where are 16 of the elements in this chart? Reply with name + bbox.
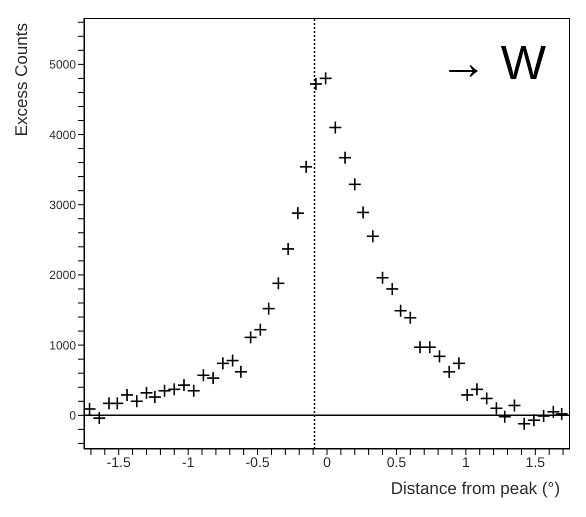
y-axis-title: Excess Counts (12, 23, 32, 136)
y-tick-label: 5000 (49, 58, 76, 72)
annotation: → W (439, 36, 546, 91)
x-tick-label: 0.5 (386, 454, 406, 470)
x-tick-label: -1.5 (106, 454, 131, 470)
y-tick-label: 3000 (49, 198, 76, 212)
x-axis-title: Distance from peak (°) (390, 479, 560, 498)
y-tick-label: 1000 (49, 338, 76, 352)
x-tick-label: -0.5 (246, 454, 270, 470)
x-tick-label: 0 (323, 454, 332, 470)
x-tick-label: -1 (182, 454, 195, 470)
x-tick-label: 1.5 (526, 454, 546, 470)
x-tick-label: 1 (462, 454, 470, 470)
y-tick-label: 4000 (49, 128, 76, 142)
y-tick-label: 2000 (49, 268, 76, 282)
y-tick-label: 0 (69, 408, 76, 423)
